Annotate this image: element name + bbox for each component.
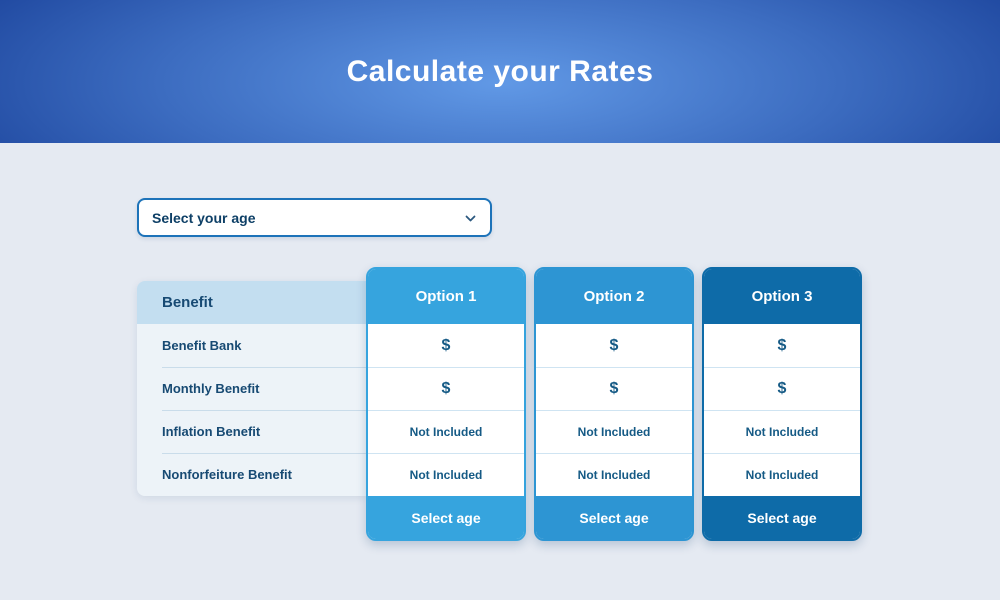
option-3-select-age-button[interactable]: Select age [704,496,860,539]
option-3-monthly-benefit-value: $ [704,367,860,410]
option-2-inflation-benefit-value: Not Included [536,410,692,453]
option-2-nonforfeiture-benefit-value: Not Included [536,453,692,496]
option-1-header: Option 1 [368,269,524,324]
option-3-nonforfeiture-benefit-value: Not Included [704,453,860,496]
option-3-card: Option 3 $ $ Not Included Not Included S… [702,267,862,541]
option-2-card: Option 2 $ $ Not Included Not Included S… [534,267,694,541]
option-3-inflation-benefit-value: Not Included [704,410,860,453]
option-2-header: Option 2 [536,269,692,324]
option-2-monthly-benefit-value: $ [536,367,692,410]
age-select[interactable]: Select your age [137,198,492,237]
age-select-value: Select your age [152,209,256,226]
option-1-monthly-benefit-value: $ [368,367,524,410]
option-1-nonforfeiture-benefit-value: Not Included [368,453,524,496]
benefit-row-label: Monthly Benefit [137,367,367,410]
benefit-row-label: Benefit Bank [137,324,367,367]
option-3-benefit-bank-value: $ [704,324,860,367]
option-1-inflation-benefit-value: Not Included [368,410,524,453]
benefit-row-label: Nonforfeiture Benefit [137,453,367,496]
chevron-down-icon [465,209,476,227]
option-1-card: Option 1 $ $ Not Included Not Included S… [366,267,526,541]
option-2-benefit-bank-value: $ [536,324,692,367]
page-title: Calculate your Rates [346,54,654,88]
benefit-column-header: Benefit [137,281,367,324]
option-3-header: Option 3 [704,269,860,324]
option-1-benefit-bank-value: $ [368,324,524,367]
option-1-select-age-button[interactable]: Select age [368,496,524,539]
benefit-panel: Benefit Benefit Bank Monthly Benefit Inf… [137,281,367,496]
benefit-row-label: Inflation Benefit [137,410,367,453]
page-banner: Calculate your Rates [0,0,1000,143]
option-2-select-age-button[interactable]: Select age [536,496,692,539]
